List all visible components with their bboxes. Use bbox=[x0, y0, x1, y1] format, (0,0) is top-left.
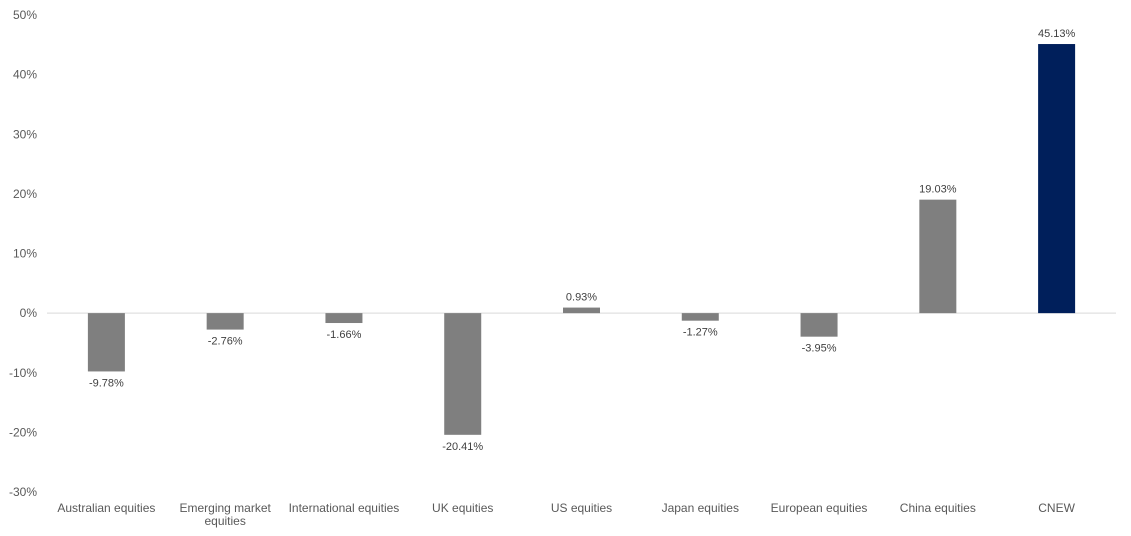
x-axis: Australian equities Emerging market equiti… bbox=[57, 501, 1075, 528]
bar bbox=[444, 313, 482, 435]
data-label: -1.66% bbox=[327, 329, 362, 341]
bar bbox=[800, 313, 838, 337]
y-axis: 50% 40% 30% 20% 10% 0% -10% -20% -30% bbox=[9, 8, 37, 499]
data-label: -1.27% bbox=[683, 327, 718, 339]
y-tick-label: 50% bbox=[13, 8, 37, 22]
y-tick-label: 40% bbox=[13, 68, 37, 82]
bars bbox=[87, 44, 1076, 435]
x-category-label: European equities bbox=[771, 501, 868, 515]
bar bbox=[87, 313, 125, 372]
data-label: -20.41% bbox=[442, 441, 483, 453]
bar bbox=[206, 313, 244, 330]
data-label: -9.78% bbox=[89, 377, 124, 389]
bar bbox=[1038, 44, 1076, 314]
data-labels: -9.78% -2.76% -1.66% -20.41% 0.93% -1.27% -3.9… bbox=[89, 28, 1076, 453]
y-tick-label: 30% bbox=[13, 127, 37, 141]
x-category-label: China equities bbox=[900, 501, 976, 515]
y-tick-label: -10% bbox=[9, 366, 37, 380]
data-label: 0.93% bbox=[566, 292, 597, 304]
y-tick-label: -30% bbox=[9, 485, 37, 499]
x-category-label: Australian equities bbox=[57, 501, 155, 515]
data-label: 19.03% bbox=[919, 184, 957, 196]
bar bbox=[563, 307, 600, 314]
y-tick-label: 20% bbox=[13, 187, 37, 201]
y-tick-label: 0% bbox=[20, 306, 38, 320]
bar bbox=[919, 199, 957, 314]
bar bbox=[681, 313, 719, 321]
y-tick-label: -20% bbox=[9, 425, 37, 439]
y-tick-label: 10% bbox=[13, 247, 37, 261]
data-label: -3.95% bbox=[802, 343, 837, 355]
data-label: -2.76% bbox=[208, 336, 243, 348]
x-category-label: Japan equities bbox=[662, 501, 739, 515]
x-category-label: UK equities bbox=[432, 501, 493, 515]
x-category-label: International equities bbox=[289, 501, 400, 515]
x-category-label: US equities bbox=[551, 501, 612, 515]
x-category-label: Emerging market equities bbox=[179, 501, 271, 528]
x-category-label: CNEW bbox=[1038, 501, 1075, 515]
data-label: 45.13% bbox=[1038, 28, 1076, 40]
bar bbox=[325, 313, 363, 324]
